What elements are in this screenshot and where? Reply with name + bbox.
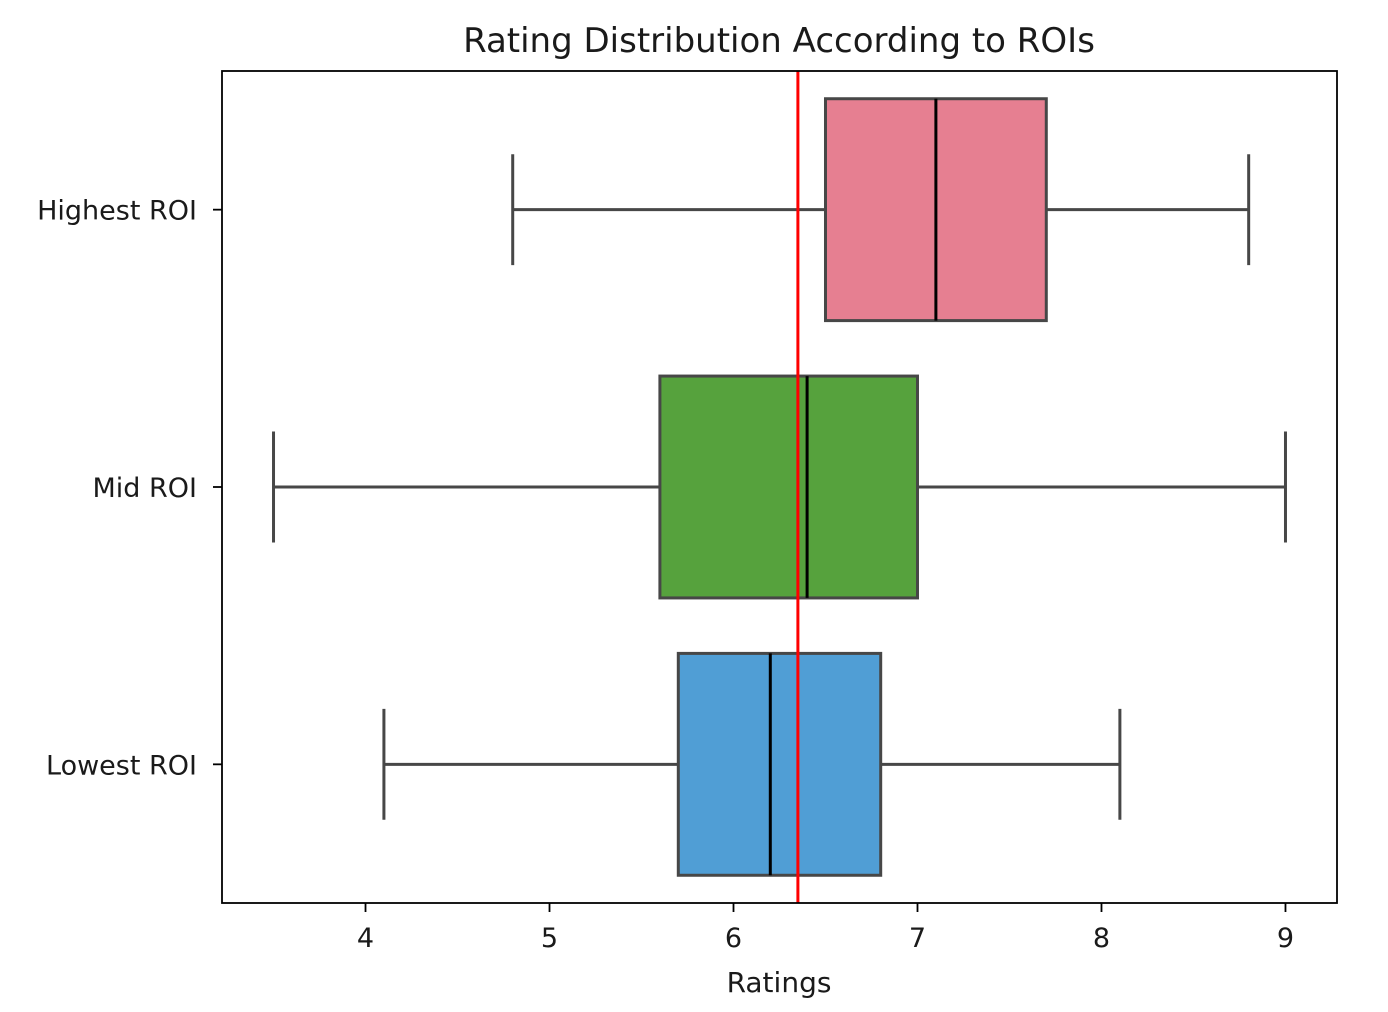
box-group — [511, 97, 1251, 323]
x-tick-label: 5 — [541, 923, 558, 954]
x-tick-label: 9 — [1277, 923, 1294, 954]
x-axis-label: Ratings — [727, 966, 832, 999]
y-tick-label: Highest ROI — [37, 196, 197, 227]
x-tick-label: 8 — [1093, 923, 1110, 954]
y-ticks-layer: Highest ROI Mid ROI Lowest ROI — [37, 196, 222, 781]
x-tick-label: 4 — [357, 923, 374, 954]
y-tick-label: Mid ROI — [93, 473, 198, 504]
box-group — [272, 374, 1287, 600]
x-tick-label: 6 — [725, 923, 742, 954]
y-tick-label: Lowest ROI — [46, 750, 197, 781]
box-group — [382, 651, 1122, 877]
iqr-box — [658, 374, 919, 600]
boxes-layer — [272, 97, 1287, 877]
iqr-box — [676, 651, 883, 877]
chart-title: Rating Distribution According to ROIs — [463, 21, 1095, 61]
x-ticks-layer: 4 5 6 7 8 9 — [357, 903, 1294, 954]
x-tick-label: 7 — [909, 923, 926, 954]
